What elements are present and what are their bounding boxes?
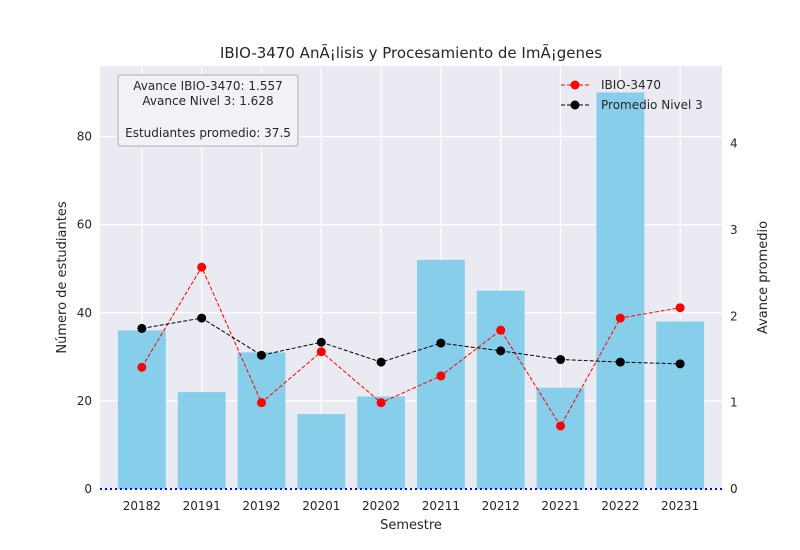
x-tick-20231: 20231: [661, 499, 699, 513]
x-tick-20182: 20182: [123, 499, 161, 513]
series-1-point-20192: [256, 350, 266, 360]
y-right-tick-0: 0: [730, 482, 738, 496]
y-right-tick-1: 1: [730, 396, 738, 410]
y-tick-20: 20: [77, 394, 92, 408]
chart-title: IBIO-3470 AnÃ¡lisis y Procesamiento de I…: [220, 43, 602, 62]
info-line-nivel3: Avance Nivel 3: 1.628: [142, 94, 273, 108]
legend-label-ibio: IBIO-3470: [601, 78, 661, 92]
bar-20212: [476, 290, 525, 489]
info-box-frame: [117, 74, 299, 147]
y-tick-labels: 0 20 40 60 80: [77, 130, 92, 497]
series-0-point-20191: [197, 262, 207, 272]
series-0-point-20182: [137, 362, 147, 372]
bar-20222: [596, 92, 645, 489]
y-right-tick-2: 2: [730, 309, 738, 323]
series-1-point-20182: [137, 323, 147, 333]
series-0-point-20192: [256, 398, 266, 408]
y-tick-0: 0: [84, 482, 92, 496]
bar-20231: [656, 321, 705, 489]
info-line-students: Estudiantes promedio: 37.5: [125, 126, 291, 140]
x-tick-20192: 20192: [242, 499, 280, 513]
bar-20192: [237, 352, 286, 489]
series-1-point-20202: [376, 357, 386, 367]
y-tick-60: 60: [77, 218, 92, 232]
bar-20221: [536, 387, 585, 489]
series-1-point-20211: [436, 338, 446, 348]
series-lines: [137, 262, 685, 431]
series-0-point-20211: [436, 371, 446, 381]
series-0-point-20212: [496, 325, 506, 335]
x-tick-labels: 20182 20191 20192 20201 20202 20211 20212 20221…: [123, 499, 699, 513]
y-right-tick-4: 4: [730, 137, 738, 151]
series-1-point-20222: [615, 357, 625, 367]
series-1-point-20231: [675, 359, 685, 369]
legend-marker-nivel3: [570, 100, 580, 110]
bar-20201: [297, 414, 346, 489]
series-0-point-20202: [376, 398, 386, 408]
x-tick-20191: 20191: [183, 499, 221, 513]
info-box: Avance IBIO-3470: 1.557 Avance Nivel 3: …: [117, 74, 299, 147]
x-tick-20202: 20202: [362, 499, 400, 513]
y-tick-80: 80: [77, 130, 92, 144]
series-1-point-20221: [556, 355, 566, 365]
bar-20182: [117, 330, 166, 489]
series-1-point-20212: [496, 346, 506, 356]
bar-20191: [177, 392, 226, 489]
series-0-point-20231: [675, 303, 685, 313]
x-tick-20211: 20211: [422, 499, 460, 513]
series-1-point-20191: [197, 313, 207, 323]
bar-20202: [357, 396, 406, 489]
y-tick-40: 40: [77, 306, 92, 320]
bars: [117, 92, 705, 489]
legend-label-nivel3: Promedio Nivel 3: [601, 98, 703, 112]
series-line-1: [141, 317, 681, 365]
series-0-point-20221: [556, 421, 566, 431]
x-axis-label: Semestre: [380, 518, 442, 533]
x-tick-20221: 20221: [541, 499, 579, 513]
y-right-tick-3: 3: [730, 223, 738, 237]
y-right-tick-labels: 0 1 2 3 4: [730, 137, 738, 496]
y-right-axis-label: Avance promedio: [756, 221, 771, 334]
x-tick-20201: 20201: [302, 499, 340, 513]
info-line-ibio: Avance IBIO-3470: 1.557: [133, 79, 283, 93]
series-1-point-20201: [316, 337, 326, 347]
y-axis-label: Número de estudiantes: [55, 201, 70, 353]
series-0-point-20201: [316, 347, 326, 357]
legend: IBIO-3470 Promedio Nivel 3: [561, 78, 703, 112]
x-tick-20222: 20222: [601, 499, 639, 513]
x-tick-20212: 20212: [482, 499, 520, 513]
series-0-point-20222: [615, 313, 625, 323]
legend-marker-ibio: [570, 80, 580, 90]
